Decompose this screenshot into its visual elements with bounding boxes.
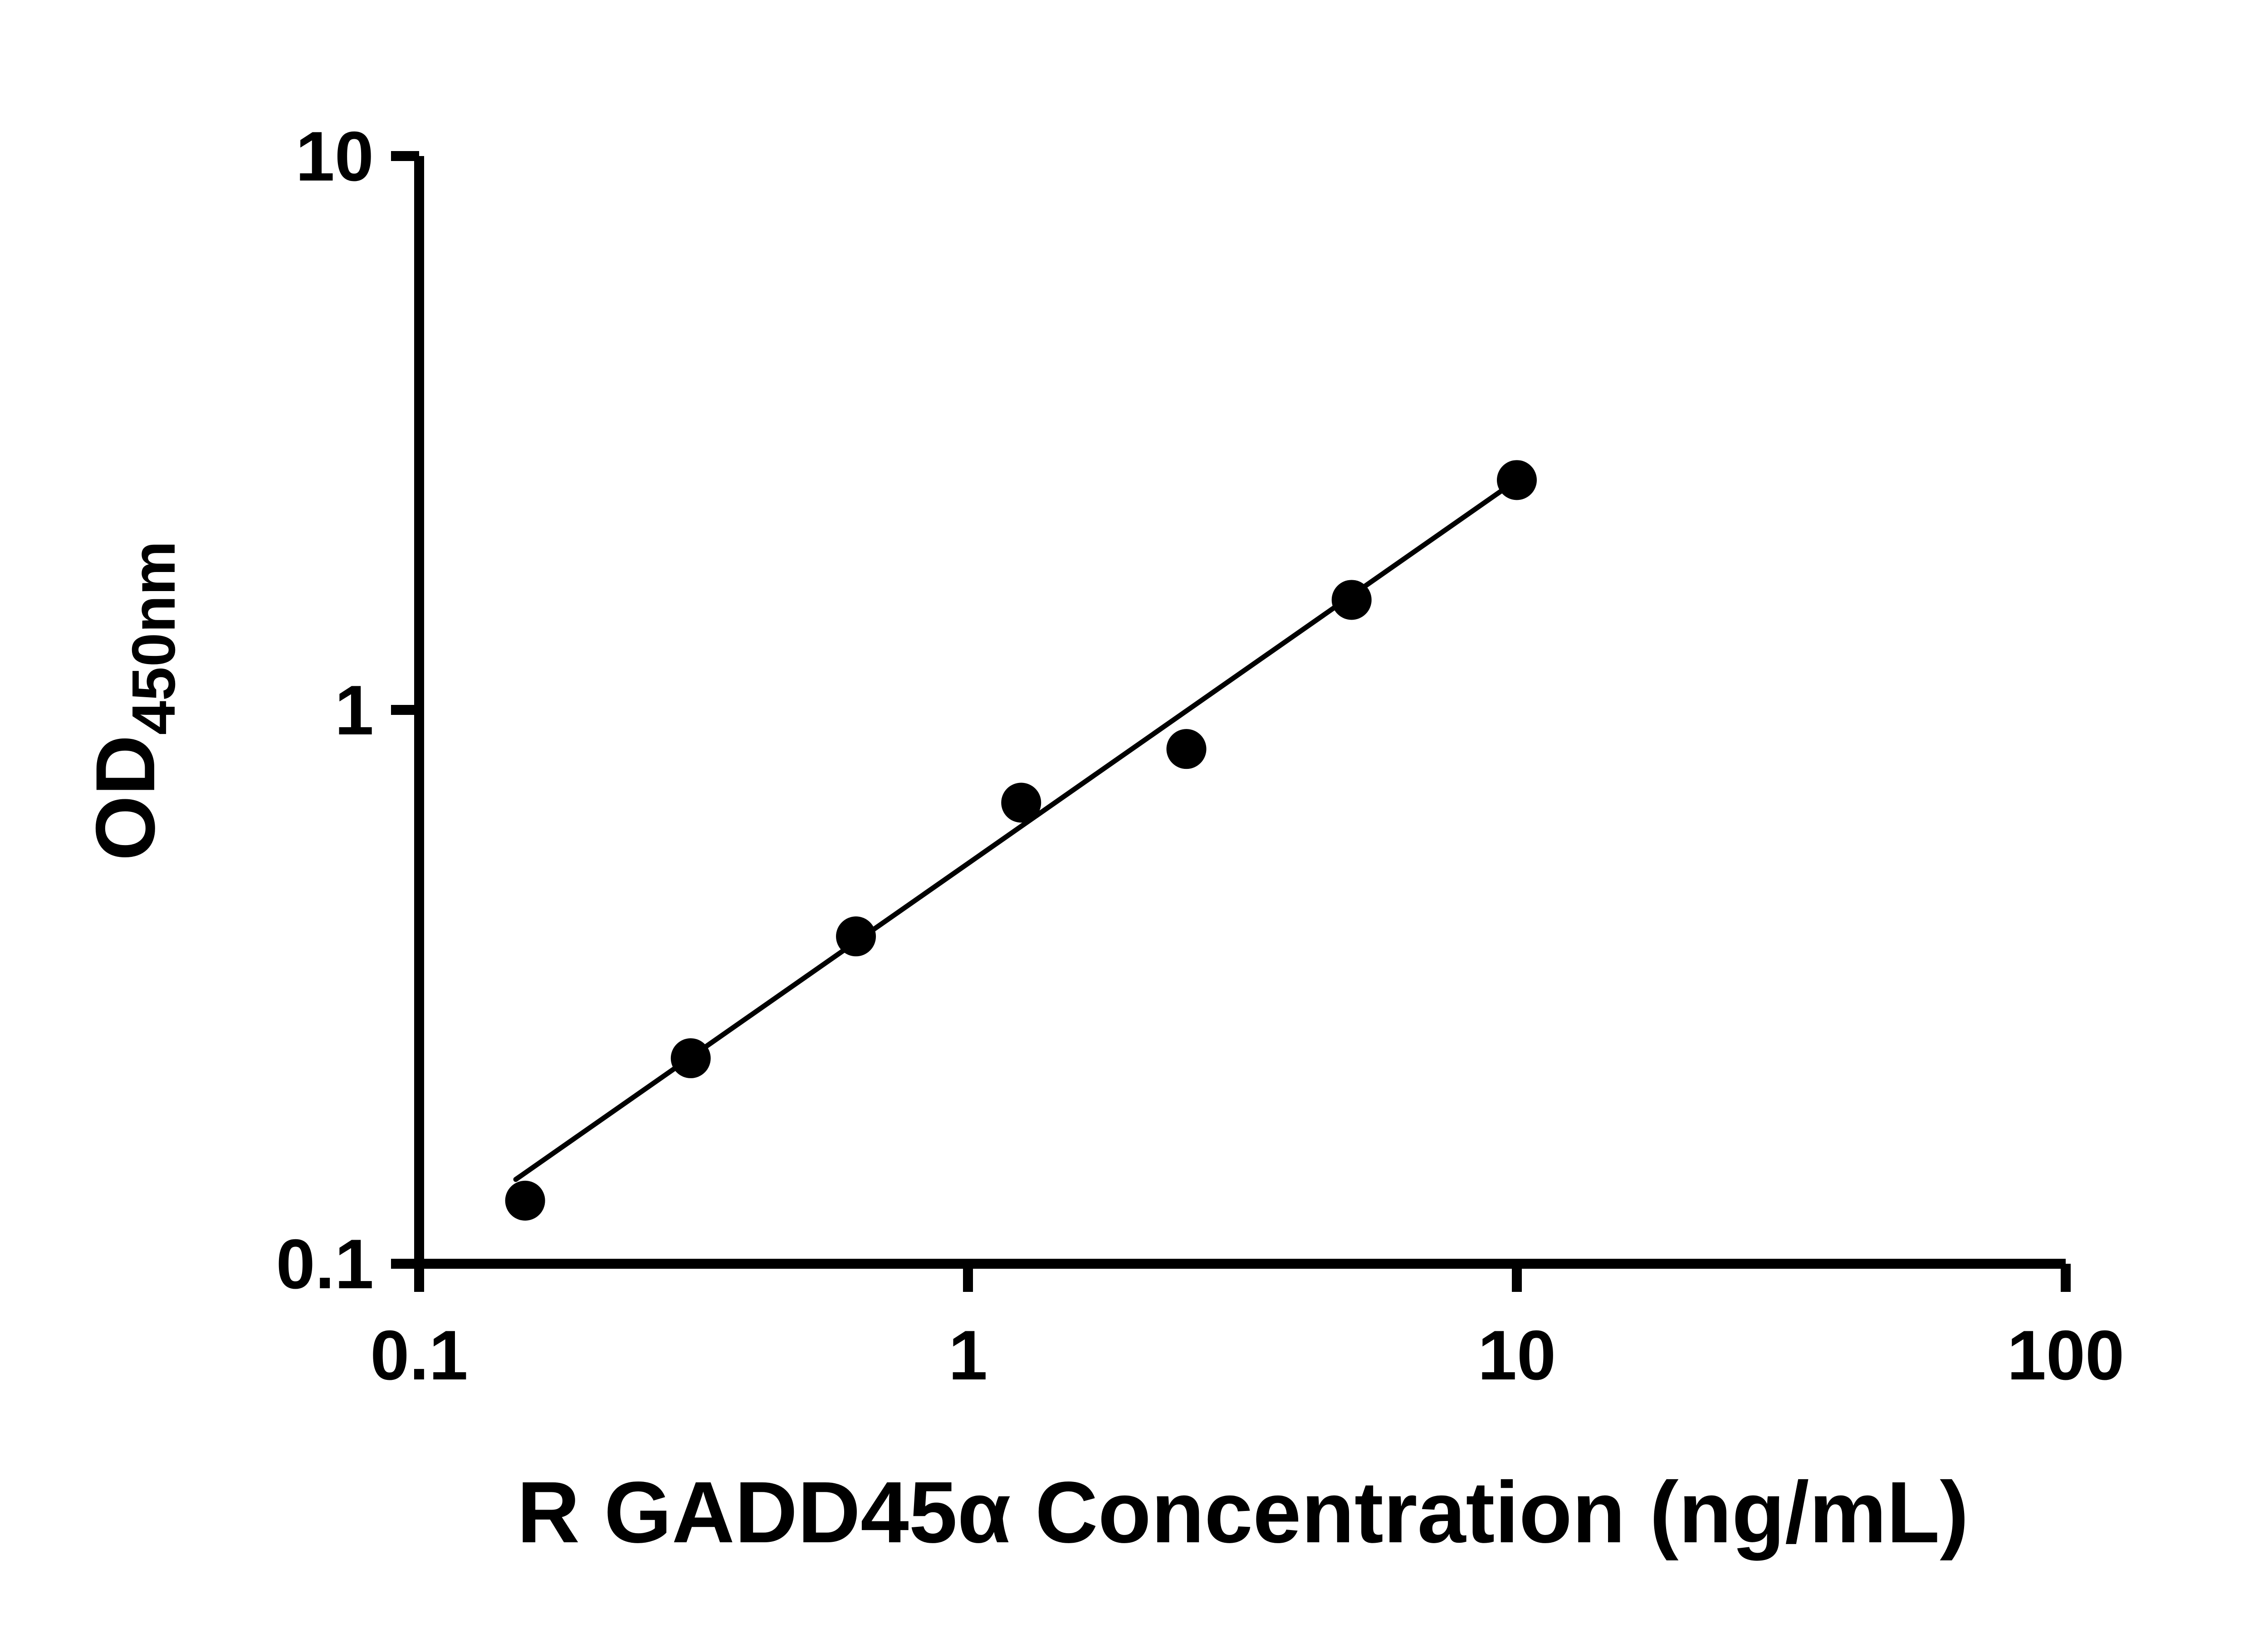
- x-tick-label: 1: [948, 1316, 987, 1394]
- trend-line: [513, 477, 1520, 1182]
- data-point: [505, 1180, 545, 1221]
- y-tick-label: 10: [296, 117, 374, 196]
- y-tick-label: 1: [335, 671, 374, 749]
- y-axis-title-main: OD: [79, 735, 172, 861]
- data-point: [1001, 782, 1041, 823]
- data-point: [1331, 580, 1372, 620]
- x-tick-label: 0.1: [370, 1316, 468, 1394]
- data-point: [1497, 460, 1537, 500]
- x-axis-title: R GADD45α Concentration (ng/mL): [517, 1463, 1969, 1561]
- x-tick-label: 100: [2007, 1316, 2125, 1394]
- data-point: [670, 1038, 711, 1078]
- y-axis-title-subscript: 450nm: [119, 541, 188, 735]
- data-point: [836, 916, 876, 957]
- y-tick-label: 0.1: [276, 1225, 374, 1303]
- x-tick-label: 10: [1478, 1316, 1556, 1394]
- plot-area: 0.1 1 10 100 0.1 1 10: [276, 117, 2125, 1394]
- y-axis-title: OD450nm: [79, 541, 188, 861]
- data-point: [1166, 729, 1207, 769]
